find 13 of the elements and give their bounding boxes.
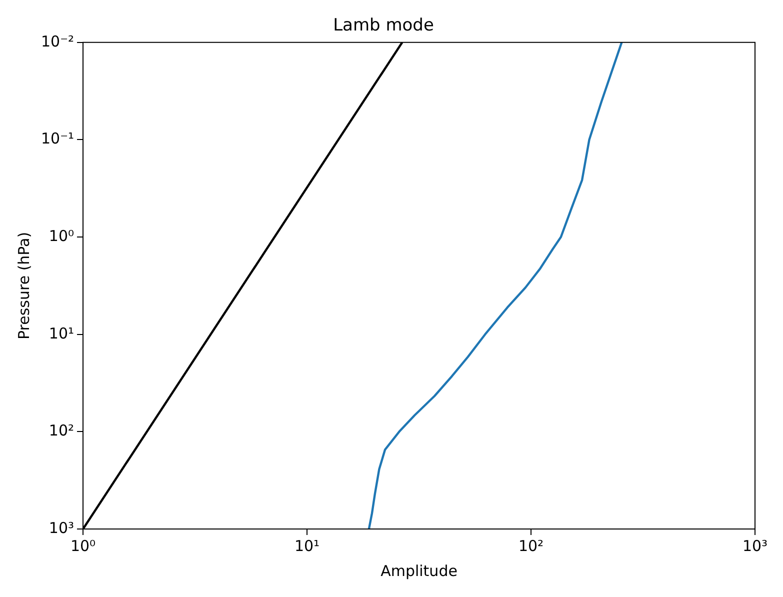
y-tick-label: 10² <box>48 422 74 440</box>
y-axis-title: Pressure (hPa) <box>14 232 33 340</box>
y-tick-label: 10⁰ <box>48 226 74 245</box>
chart-title: Lamb mode <box>333 16 434 36</box>
y-tick-label: 10³ <box>48 518 74 537</box>
x-tick-label: 10¹ <box>294 536 320 555</box>
x-axis-title: Amplitude <box>380 562 458 580</box>
y-tick-label: 10¹ <box>48 324 74 342</box>
y-tick-label: 10⁻² <box>40 32 74 50</box>
x-tick-label: 10⁰ <box>70 536 96 555</box>
x-tick-label: 10³ <box>742 536 768 555</box>
y-tick-label: 10⁻¹ <box>40 130 74 148</box>
x-tick-label: 10² <box>518 536 544 555</box>
